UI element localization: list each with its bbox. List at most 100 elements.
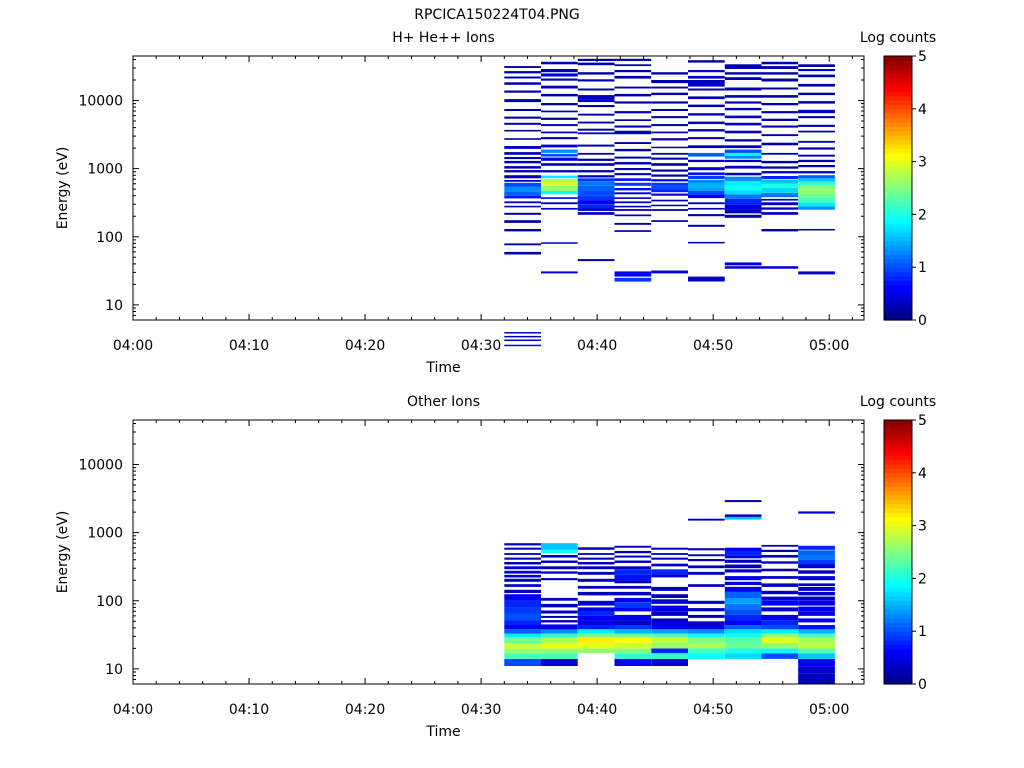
heatmap-cell: [614, 550, 652, 554]
heatmap-cell: [761, 653, 799, 659]
heatmap-cell: [798, 64, 835, 67]
heatmap-cell: [724, 87, 762, 91]
heatmap-cell: [651, 182, 688, 186]
colorbar-segment: [884, 490, 912, 496]
colorbar-segment: [884, 622, 912, 628]
heatmap-cell: [761, 95, 799, 98]
heatmap-cell: [504, 607, 541, 614]
heatmap-cell: [688, 554, 725, 557]
heatmap-cell: [541, 163, 578, 166]
colorbar-tick-label: 5: [918, 413, 927, 429]
y-tick-label: 100: [96, 230, 123, 246]
colorbar-segment: [884, 148, 912, 154]
heatmap-cell: [577, 611, 615, 616]
heatmap-cell: [541, 170, 578, 173]
y-axis-label: Energy (eV): [55, 511, 71, 594]
heatmap-cell: [504, 152, 541, 155]
heatmap-cell: [798, 633, 835, 638]
heatmap-cell: [724, 155, 762, 159]
colorbar-segment: [884, 69, 912, 75]
colorbar-segment: [884, 428, 912, 434]
colorbar-segment: [884, 289, 912, 295]
heatmap-cell: [724, 586, 762, 592]
colorbar-segment: [884, 82, 912, 88]
colorbar-segment: [884, 298, 912, 303]
heatmap-cell: [614, 230, 652, 232]
heatmap-cell: [504, 71, 541, 74]
heatmap-cell: [614, 148, 652, 152]
heatmap-cell: [724, 101, 762, 104]
colorbar-segment: [884, 166, 912, 171]
colorbar-segment: [884, 547, 912, 553]
heatmap-cell: [614, 271, 652, 277]
x-tick-label: 04:10: [229, 702, 269, 718]
heatmap-cell: [724, 152, 762, 156]
x-tick-label: 04:50: [693, 338, 733, 354]
colorbar-segment: [884, 86, 912, 92]
heatmap-cell: [577, 562, 615, 565]
colorbar-segment: [884, 56, 912, 61]
heatmap-cell: [798, 159, 835, 163]
heatmap-cell: [724, 591, 762, 598]
x-tick-label: 04:00: [113, 338, 153, 354]
heatmap-cell: [541, 615, 578, 618]
heatmap-cell: [651, 204, 688, 207]
heatmap-cell: [688, 187, 725, 191]
y-tick-label: 1000: [87, 162, 123, 178]
heatmap-cell: [614, 222, 652, 225]
colorbar-segment: [884, 254, 912, 259]
colorbar-segment: [884, 618, 912, 623]
heatmap-cell: [504, 186, 541, 192]
heatmap-cell: [724, 198, 762, 205]
heatmap-cell: [577, 132, 615, 135]
heatmap-cell: [761, 576, 799, 579]
heatmap-cell: [798, 124, 835, 127]
heatmap-cell: [614, 580, 652, 584]
colorbar-tick-label: 0: [918, 313, 927, 329]
colorbar-segment: [884, 214, 912, 220]
heatmap-cell: [724, 603, 762, 610]
heatmap-cell: [688, 608, 725, 612]
heatmap-cell: [614, 637, 652, 643]
heatmap-cell: [688, 643, 725, 649]
heatmap-cell: [541, 131, 578, 134]
colorbar-segment: [884, 174, 912, 180]
heatmap-cell: [688, 207, 725, 210]
heatmap-cell: [798, 653, 835, 659]
heatmap-cell: [504, 82, 541, 85]
heatmap-cell: [541, 124, 578, 127]
colorbar-segment: [884, 472, 912, 478]
heatmap-cell: [541, 658, 578, 666]
heatmap-cell: [798, 625, 835, 630]
colorbar-segment: [884, 267, 912, 273]
colorbar-segment: [884, 205, 912, 211]
heatmap-cell: [688, 88, 725, 91]
heatmap-cell: [504, 129, 541, 132]
heatmap-cell: [577, 204, 615, 209]
heatmap-cell: [761, 180, 799, 184]
heatmap-cell: [614, 178, 652, 181]
heatmap-cell: [614, 653, 652, 659]
heatmap-cell: [724, 107, 762, 111]
colorbar-segment: [884, 179, 912, 185]
heatmap-cell: [798, 92, 835, 96]
heatmap-cell: [651, 146, 688, 149]
colorbar-segment: [884, 60, 912, 66]
heatmap-cell: [541, 197, 578, 199]
colorbar-segment: [884, 240, 912, 246]
heatmap-cell: [614, 125, 652, 128]
colorbar-segment: [884, 600, 912, 606]
heatmap-cell: [614, 574, 652, 581]
heatmap-cell: [504, 220, 541, 223]
heatmap-cell: [798, 583, 835, 586]
heatmap-cell: [614, 201, 652, 204]
heatmap-cell: [724, 190, 762, 195]
colorbar-segment: [884, 293, 912, 299]
colorbar-tick-label: 0: [918, 677, 927, 693]
heatmap-cell: [761, 166, 799, 169]
heatmap-cell: [577, 557, 615, 560]
heatmap-cell: [614, 142, 652, 144]
colorbar-segment: [884, 662, 912, 667]
heatmap-cell: [761, 202, 799, 206]
heatmap-cell: [614, 607, 652, 612]
